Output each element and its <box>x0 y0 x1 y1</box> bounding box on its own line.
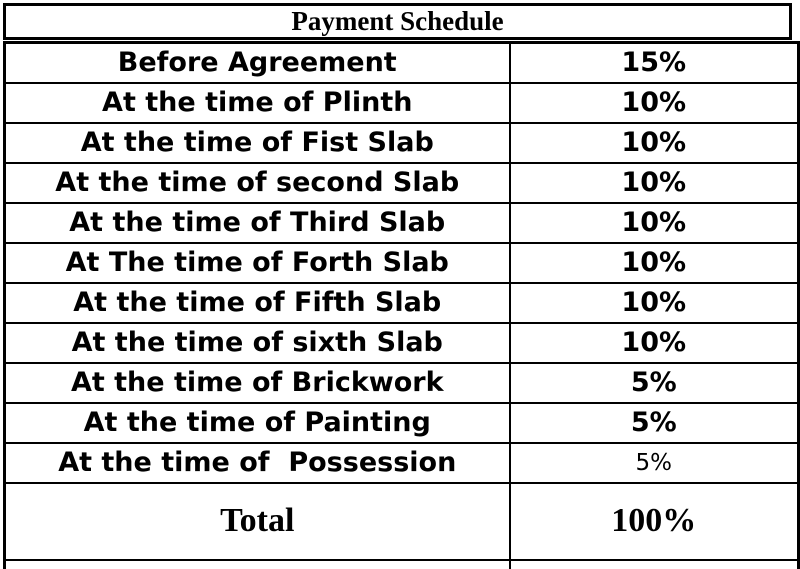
milestone-cell: At the time of Third Slab <box>3 201 511 244</box>
table-title-box: Payment Schedule <box>3 3 792 40</box>
table-row: At the time of Third Slab 10% <box>3 201 800 244</box>
percentage-cell: 5% <box>508 361 800 404</box>
milestone-cell: Before Agreement <box>3 41 511 84</box>
table-row: At the time of Fist Slab 10% <box>3 121 800 164</box>
table-row: Before Agreement 15% <box>3 41 800 84</box>
milestone-cell: At the time of Possession <box>3 441 511 484</box>
table-title: Payment Schedule <box>291 6 504 36</box>
milestone-cell: At the time of Brickwork <box>3 361 511 404</box>
partial-clipped-row <box>3 558 800 569</box>
table-row: At The time of Forth Slab 10% <box>3 241 800 284</box>
milestone-cell: At the time of Fifth Slab <box>3 281 511 324</box>
percentage-cell: 10% <box>508 161 800 204</box>
percentage-cell: 5% <box>508 401 800 444</box>
percentage-cell: 10% <box>508 281 800 324</box>
percentage-cell: 15% <box>508 41 800 84</box>
percentage-cell: 5% <box>508 441 800 484</box>
empty-cell <box>3 558 511 569</box>
empty-cell <box>508 558 800 569</box>
table-row: At the time of Plinth 10% <box>3 81 800 124</box>
milestone-cell: At the time of Painting <box>3 401 511 444</box>
table-row: At the time of second Slab 10% <box>3 161 800 204</box>
milestone-cell: At the time of Plinth <box>3 81 511 124</box>
table-row: At the time of Possession 5% <box>3 441 800 484</box>
table-row: At the time of Painting 5% <box>3 401 800 444</box>
milestone-cell: At the time of Fist Slab <box>3 121 511 164</box>
milestone-cell: At the time of sixth Slab <box>3 321 511 364</box>
total-row: Total 100% <box>3 481 800 561</box>
table-row: At the time of sixth Slab 10% <box>3 321 800 364</box>
table-row: At the time of Brickwork 5% <box>3 361 800 404</box>
percentage-cell: 10% <box>508 121 800 164</box>
percentage-cell: 10% <box>508 321 800 364</box>
milestone-cell: At The time of Forth Slab <box>3 241 511 284</box>
percentage-cell: 10% <box>508 241 800 284</box>
percentage-cell: 10% <box>508 201 800 244</box>
table-row: At the time of Fifth Slab 10% <box>3 281 800 324</box>
total-label-cell: Total <box>3 481 511 561</box>
milestone-cell: At the time of second Slab <box>3 161 511 204</box>
total-value-cell: 100% <box>508 481 800 561</box>
payment-schedule-table: Before Agreement 15% At the time of Plin… <box>3 41 800 569</box>
percentage-cell: 10% <box>508 81 800 124</box>
